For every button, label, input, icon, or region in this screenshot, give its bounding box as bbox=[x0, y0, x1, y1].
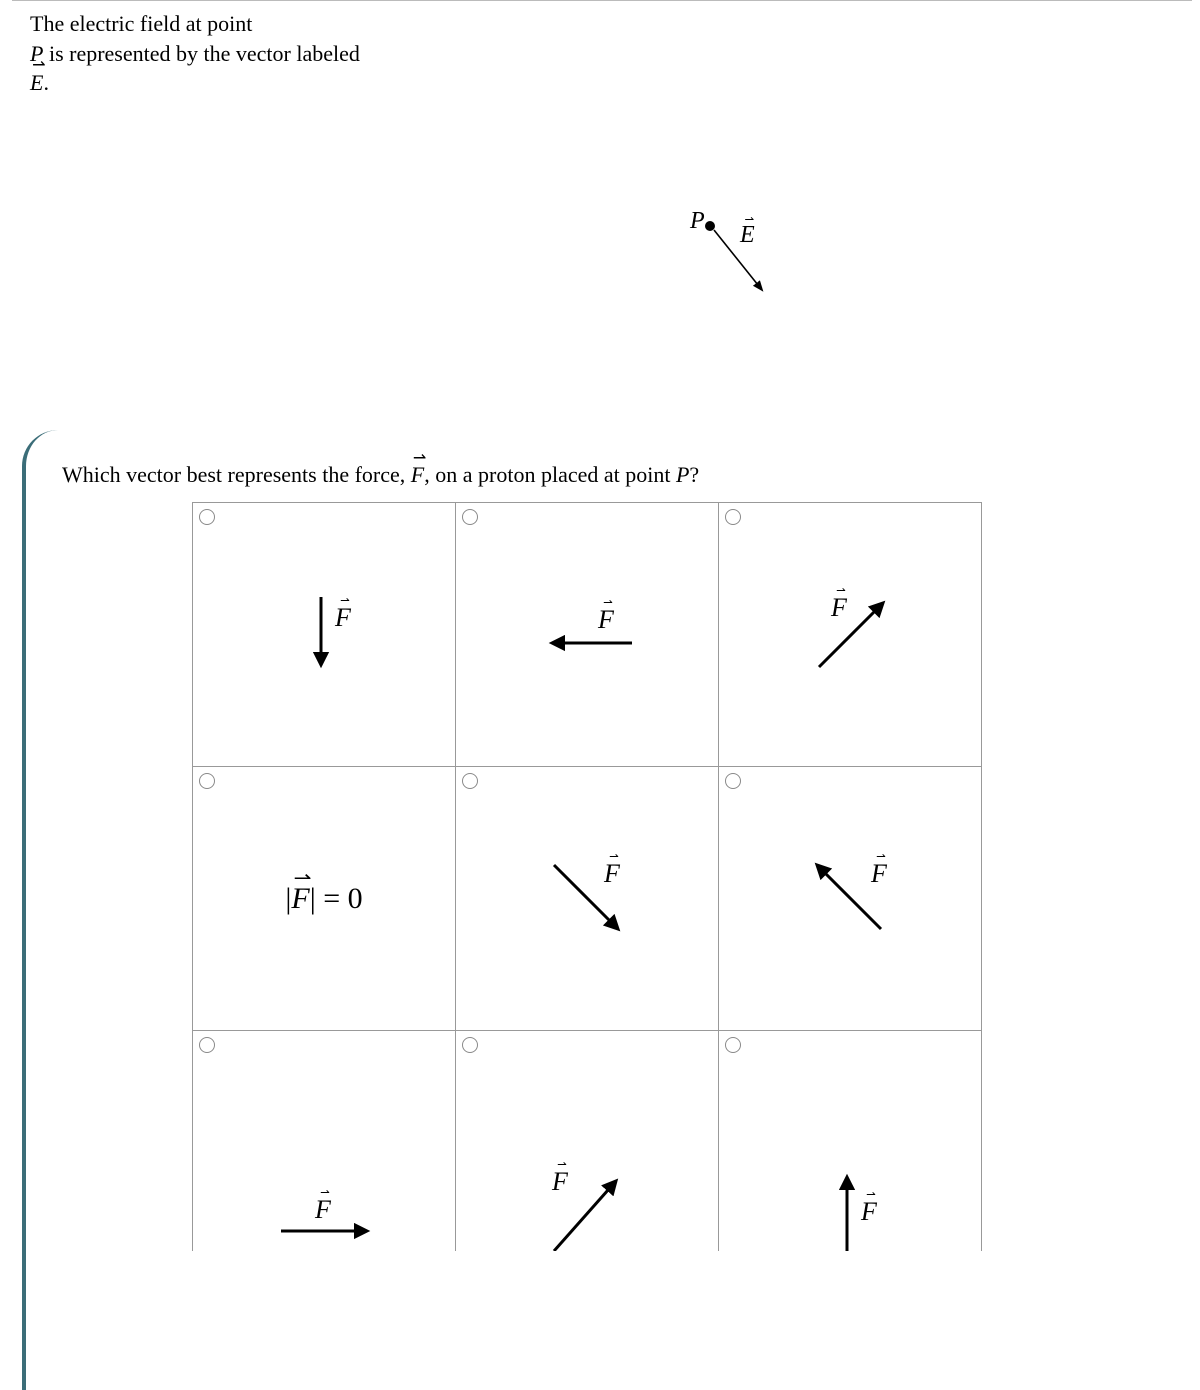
arrow-svg-opt-left bbox=[456, 503, 719, 767]
options-grid: ⇀F ⇀F ⇀F |⇀F| = 0 ⇀F ⇀F ⇀F ⇀F ⇀F bbox=[192, 502, 982, 1251]
intro-period: . bbox=[43, 70, 49, 95]
e-label: ⇀ E bbox=[740, 222, 755, 249]
option-cell-opt-left[interactable]: ⇀F bbox=[456, 503, 719, 767]
radio-opt-zero[interactable] bbox=[199, 773, 215, 789]
f-label-opt-down-right-headless: ⇀F bbox=[871, 859, 887, 889]
intro-line1: The electric field at point bbox=[30, 11, 252, 36]
f-label-opt-down: ⇀F bbox=[335, 603, 351, 633]
f-label-opt-left: ⇀F bbox=[598, 605, 614, 635]
f-zero-eq: |⇀F| = 0 bbox=[285, 882, 362, 916]
force-arrow bbox=[819, 603, 883, 667]
option-cell-opt-up-right[interactable]: ⇀F bbox=[719, 503, 982, 767]
q-suffix: , on a proton placed at point bbox=[424, 462, 676, 487]
f-label-opt-up: ⇀F bbox=[861, 1197, 877, 1227]
option-cell-opt-right[interactable]: ⇀F bbox=[193, 1031, 456, 1251]
question-card: Which vector best represents the force, … bbox=[22, 430, 1200, 1390]
option-cell-opt-down-right-headless[interactable]: ⇀F bbox=[719, 767, 982, 1031]
option-cell-opt-down-right[interactable]: ⇀F bbox=[456, 767, 719, 1031]
option-cell-opt-up[interactable]: ⇀F bbox=[719, 1031, 982, 1251]
vector-E-symbol: ⇀ E bbox=[30, 68, 43, 98]
f-label-opt-right: ⇀F bbox=[315, 1195, 331, 1225]
intro-E: E bbox=[30, 70, 43, 95]
point-p-dot bbox=[705, 221, 715, 231]
option-cell-opt-zero[interactable]: |⇀F| = 0 bbox=[193, 767, 456, 1031]
p-label: P bbox=[690, 208, 705, 235]
arrow-svg-opt-down-right-headless bbox=[719, 767, 982, 1031]
arrow-svg-opt-down bbox=[193, 503, 456, 767]
intro-text: The electric field at point P is represe… bbox=[0, 1, 1200, 98]
f-label-opt-up-right: ⇀F bbox=[831, 593, 847, 623]
p-diagram: P ⇀ E bbox=[690, 208, 890, 368]
q-P: P bbox=[676, 462, 689, 487]
p-diagram-svg bbox=[690, 208, 890, 368]
option-cell-opt-ne-steep[interactable]: ⇀F bbox=[456, 1031, 719, 1251]
vector-F-symbol: ⇀F bbox=[411, 462, 424, 488]
arrow-svg-opt-down-right bbox=[456, 767, 719, 1031]
q-prefix: Which vector best represents the force, bbox=[62, 462, 411, 487]
q-qmark: ? bbox=[689, 462, 699, 487]
option-cell-opt-down[interactable]: ⇀F bbox=[193, 503, 456, 767]
intro-line2: is represented by the vector labeled bbox=[49, 41, 360, 66]
f-label-opt-ne-steep: ⇀F bbox=[552, 1167, 568, 1197]
arrow-svg-opt-up bbox=[719, 1031, 982, 1251]
arrow-svg-opt-ne-steep bbox=[456, 1031, 719, 1251]
f-label-opt-down-right: ⇀F bbox=[604, 859, 620, 889]
question-text: Which vector best represents the force, … bbox=[62, 462, 1200, 488]
arrow-svg-opt-up-right bbox=[719, 503, 982, 767]
e-field-figure: P ⇀ E bbox=[0, 98, 1200, 418]
